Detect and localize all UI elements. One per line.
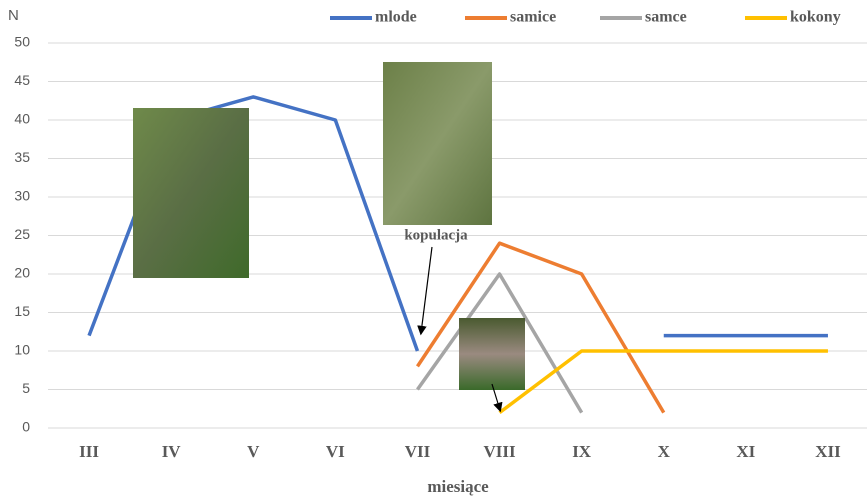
x-tick-label: VIII: [483, 442, 516, 461]
y-tick-label: 10: [14, 342, 30, 358]
x-tick-label: VII: [405, 442, 431, 461]
x-tick-label: XII: [815, 442, 841, 461]
y-tick-label: 20: [14, 265, 30, 281]
series-line: [415, 241, 666, 414]
y-tick-label: 25: [14, 226, 30, 242]
arrow: [417, 246, 433, 336]
x-tick-label: V: [247, 442, 260, 461]
x-tick-label: IX: [572, 442, 592, 461]
x-tick-label: VI: [326, 442, 345, 461]
legend-label: mlode: [375, 9, 417, 26]
x-tick-label: IV: [162, 442, 182, 461]
y-tick-label: 45: [14, 72, 30, 88]
legend-label: samice: [510, 9, 556, 26]
photo: [133, 108, 249, 278]
legend-label: samce: [645, 9, 687, 26]
arrow: [491, 383, 503, 413]
y-tick-label: 30: [14, 188, 30, 204]
y-tick-label: 35: [14, 149, 30, 165]
y-tick-label: 40: [14, 111, 30, 127]
y-axis-label: N: [8, 7, 19, 24]
photo: [383, 62, 492, 225]
annotation: kopulacja: [404, 227, 468, 243]
y-tick-label: 0: [22, 419, 30, 435]
photo: [459, 318, 525, 390]
x-tick-label: XI: [736, 442, 755, 461]
y-tick-label: 15: [14, 303, 30, 319]
y-tick-label: 50: [14, 34, 30, 50]
x-tick-label: III: [79, 442, 99, 461]
series-line: [416, 272, 584, 414]
legend-label: kokony: [790, 9, 841, 26]
x-tick-label: X: [658, 442, 671, 461]
y-tick-label: 5: [22, 380, 30, 396]
series-line: [498, 349, 828, 414]
x-axis-label: miesiące: [427, 477, 489, 496]
